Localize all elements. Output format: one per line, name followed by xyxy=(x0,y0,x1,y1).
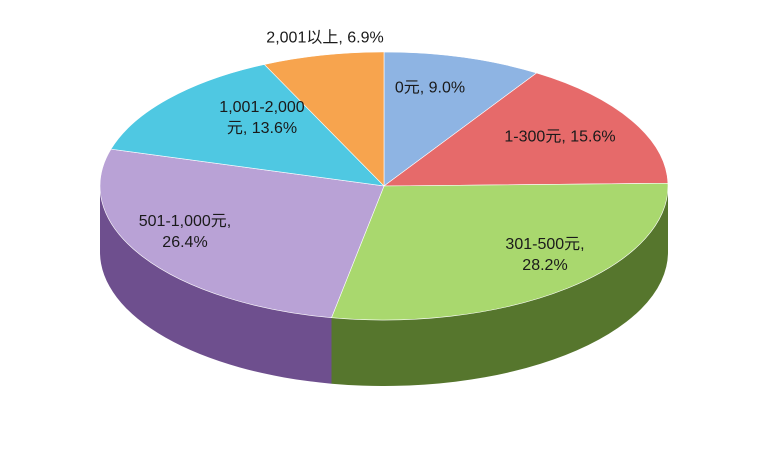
slice xyxy=(99,148,385,319)
slice-side xyxy=(331,186,668,386)
data-label: 0元, 9.0% xyxy=(394,79,466,97)
data-label: 1,001-2,000 元, 13.6% xyxy=(219,99,305,137)
slice xyxy=(110,64,385,187)
slice xyxy=(383,51,538,187)
data-label: 501-1,000元, 26.4% xyxy=(138,213,232,251)
slice xyxy=(383,72,669,187)
slice-side xyxy=(100,186,332,384)
data-label: 1-300元, 15.6% xyxy=(504,128,616,146)
data-label: 301-500元, 28.2% xyxy=(505,236,585,274)
data-label: 2,001以上, 6.9% xyxy=(266,29,384,47)
slice xyxy=(263,51,385,187)
slice xyxy=(331,182,669,321)
